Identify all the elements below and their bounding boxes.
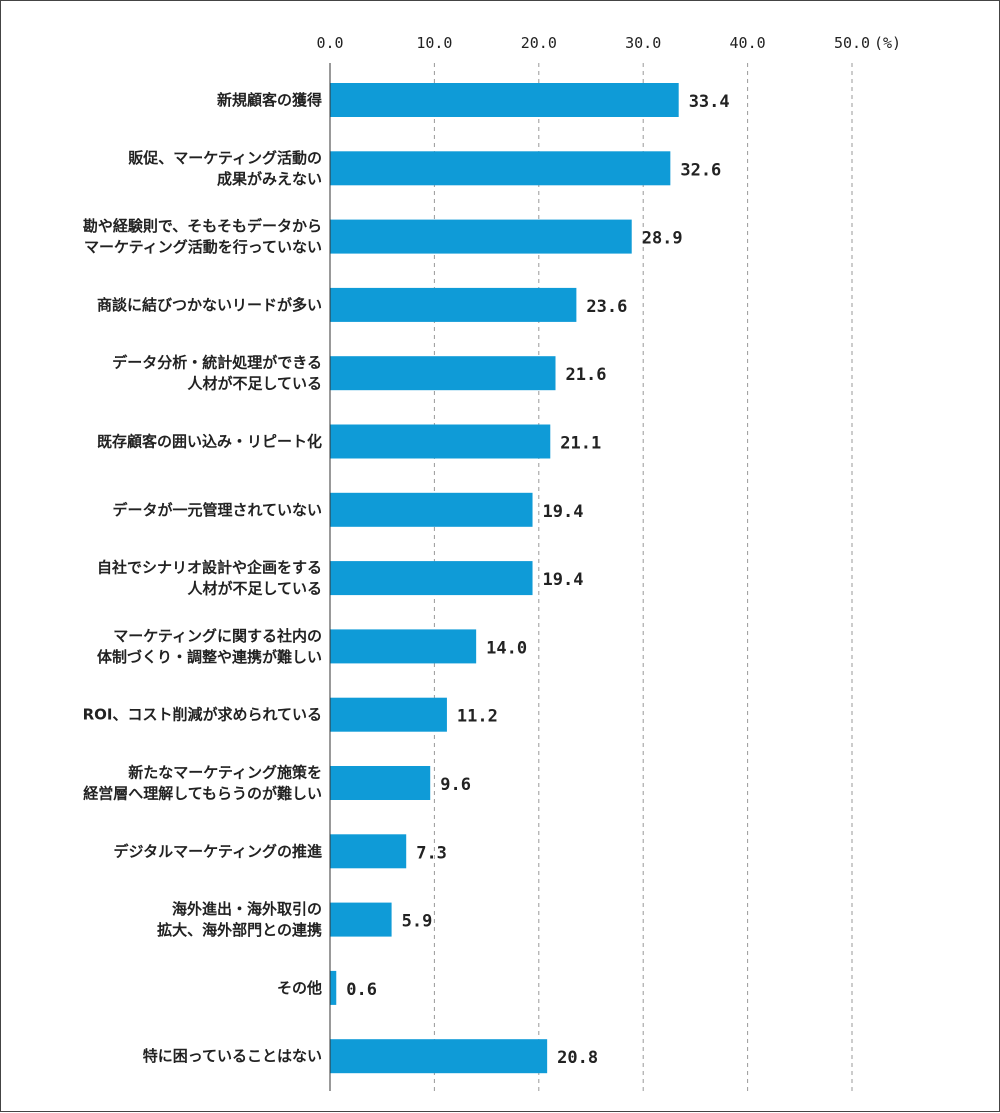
value-label: 5.9	[402, 912, 433, 932]
category-label: 人材が不足している	[187, 580, 322, 598]
value-label: 20.8	[557, 1048, 598, 1068]
bar	[330, 970, 337, 1005]
bar	[330, 492, 533, 527]
value-label: 23.6	[586, 297, 627, 317]
bar	[330, 629, 477, 664]
category-label: 特に困っていることはない	[143, 1047, 322, 1065]
category-label: 自社でシナリオ設計や企画をする	[97, 559, 322, 577]
bar	[330, 834, 407, 869]
category-label: データ分析・統計処理ができる	[112, 354, 322, 372]
category-label: 成果がみえない	[217, 170, 322, 188]
bar	[330, 766, 431, 800]
x-tick-label: 20.0	[521, 34, 557, 52]
bars	[330, 83, 679, 1074]
category-label: その他	[277, 979, 322, 997]
category-label: デジタルマーケティングの推進	[113, 842, 323, 860]
bar	[330, 83, 679, 117]
value-label: 21.6	[566, 365, 607, 385]
x-tick-label: 40.0	[730, 34, 766, 52]
bar	[330, 561, 533, 596]
category-label: 販促、マーケティング活動の	[128, 149, 322, 167]
category-label: 新規顧客の獲得	[217, 91, 322, 109]
category-labels: 新規顧客の獲得販促、マーケティング活動の成果がみえない勘や経験則で、そもそもデー…	[83, 91, 323, 1065]
bar	[330, 151, 671, 186]
value-label: 33.4	[689, 92, 730, 112]
value-labels: 33.4 32.6 28.9 23.6 21.6 21.1 19.4 19.4 14.0 11.2…	[346, 92, 729, 1068]
value-label: 7.3	[416, 843, 447, 863]
category-label: マーケティングに関する社内の	[113, 627, 322, 645]
bar	[330, 424, 551, 459]
bar	[330, 219, 632, 254]
category-label: マーケティング活動を行っていない	[84, 238, 322, 256]
value-label: 28.9	[642, 229, 683, 249]
bar	[330, 902, 392, 937]
value-label: 21.1	[560, 434, 601, 454]
category-label: 海外進出・海外取引の	[172, 900, 322, 918]
value-label: 0.6	[346, 980, 377, 1000]
category-label: 勘や経験則で、そもそもデータから	[83, 217, 322, 235]
category-label: 商談に結びつかないリードが多い	[97, 296, 322, 314]
bar	[330, 356, 556, 391]
category-label: 体制づくり・調整や連携が難しい	[97, 648, 322, 666]
value-label: 9.6	[440, 775, 471, 795]
category-label: ROI、コスト削減が求められている	[83, 706, 322, 724]
value-label: 19.4	[543, 570, 584, 590]
bar	[330, 287, 577, 322]
category-label: 人材が不足している	[187, 375, 322, 393]
x-tick-label: 0.0	[316, 34, 343, 52]
category-label: 新たなマーケティング施策を	[128, 764, 322, 782]
bar	[330, 1039, 548, 1074]
x-axis-ticks: 0.0 10.0 20.0 30.0 40.0 50.0 (%)	[316, 34, 901, 52]
x-tick-label: 50.0	[834, 34, 870, 52]
category-label: データが一元管理されていない	[112, 501, 322, 519]
category-label: 既存顧客の囲い込み・リピート化	[97, 433, 322, 451]
value-label: 32.6	[680, 160, 721, 180]
x-axis-unit: (%)	[874, 34, 901, 52]
bar	[330, 697, 447, 732]
category-label: 経営層へ理解してもらうのが難しい	[83, 785, 322, 803]
value-label: 14.0	[486, 638, 527, 658]
x-tick-label: 30.0	[625, 34, 661, 52]
value-label: 11.2	[457, 707, 498, 727]
value-label: 19.4	[543, 502, 584, 522]
category-label: 拡大、海外部門との連携	[157, 921, 322, 939]
x-tick-label: 10.0	[416, 34, 452, 52]
